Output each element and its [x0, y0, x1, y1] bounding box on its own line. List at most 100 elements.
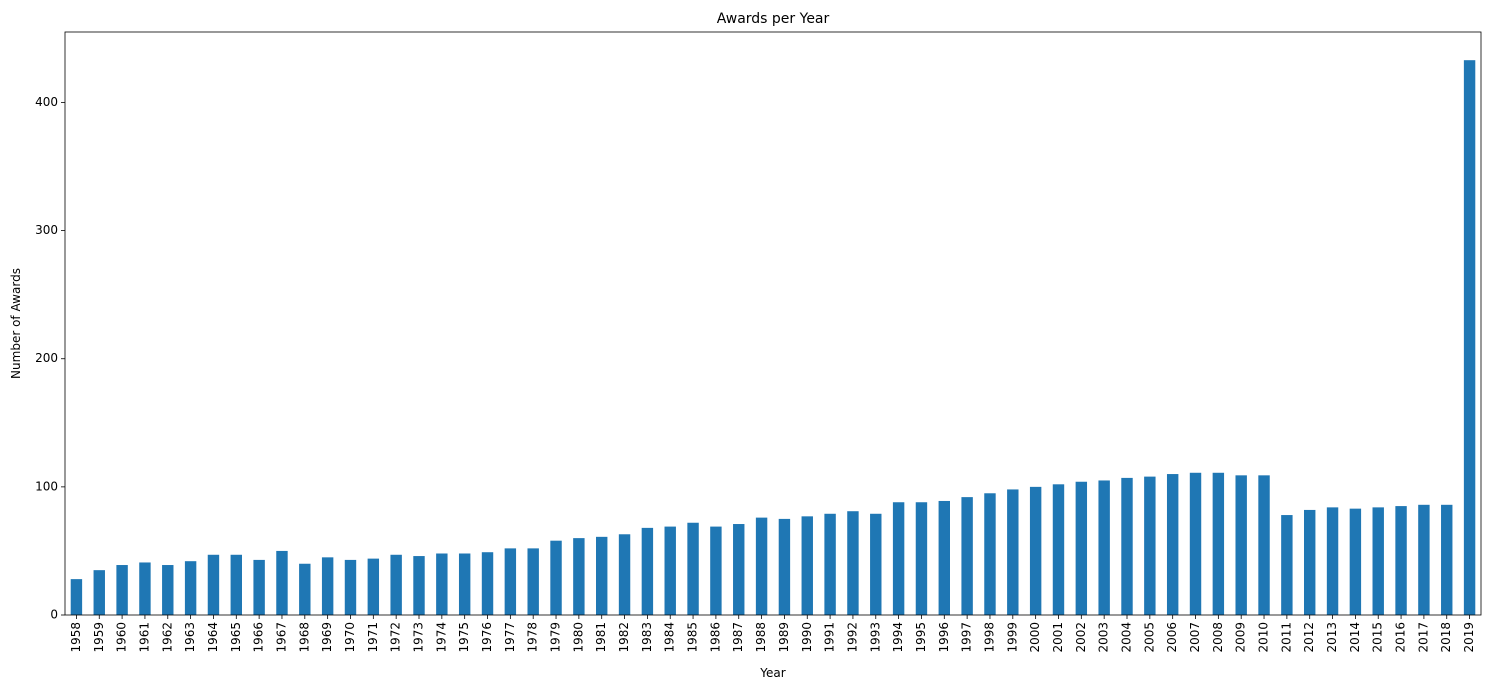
x-tick-label: 1993 [868, 622, 882, 653]
bar-1968 [299, 563, 311, 615]
x-tick-label: 1985 [686, 622, 700, 653]
bar-1959 [93, 570, 105, 615]
bar-1992 [847, 511, 859, 615]
x-tick-label: 2010 [1257, 622, 1271, 653]
bar-1986 [710, 526, 722, 615]
bar-2001 [1052, 484, 1065, 615]
bar-1958 [70, 579, 83, 615]
bar-1984 [664, 526, 676, 615]
bar-1997 [961, 497, 973, 615]
x-tick-label: 2013 [1325, 622, 1339, 653]
x-tick-label: 1963 [183, 622, 197, 653]
x-axis-title: Year [759, 666, 785, 680]
bar-2007 [1189, 472, 1202, 615]
bar-2012 [1304, 509, 1316, 615]
y-axis-ticks: 0 100 200 300 400 [35, 95, 65, 622]
y-tick-label: 0 [50, 608, 58, 622]
plot-frame [64, 31, 1482, 616]
bar-1965 [230, 554, 242, 615]
y-tick-label: 200 [35, 351, 58, 365]
bar-1970 [344, 559, 357, 615]
x-tick-label: 1980 [571, 622, 585, 653]
x-tick-label: 1973 [412, 622, 426, 653]
x-tick-label: 1995 [914, 622, 928, 653]
bar-1960 [116, 565, 128, 615]
bar-1969 [321, 557, 334, 615]
x-tick-label: 1981 [594, 622, 608, 653]
x-tick-label: 2015 [1371, 622, 1385, 653]
bar-1996 [938, 500, 950, 615]
x-tick-label: 2001 [1051, 622, 1065, 653]
x-tick-label: 2009 [1234, 622, 1248, 653]
x-tick-label: 1964 [206, 622, 220, 653]
bar-1976 [481, 552, 494, 615]
x-tick-label: 1983 [640, 622, 654, 653]
bar-1994 [892, 502, 905, 615]
bar-1966 [253, 559, 265, 615]
x-tick-label: 1991 [823, 622, 837, 653]
bar-1990 [801, 516, 813, 615]
bar-1963 [184, 561, 197, 615]
bar-1964 [207, 554, 220, 615]
x-tick-label: 1975 [457, 622, 471, 653]
x-tick-label: 1958 [69, 622, 83, 653]
x-tick-label: 1976 [480, 622, 494, 653]
bar-1993 [870, 513, 882, 615]
bar-2013 [1326, 507, 1339, 615]
bar-2009 [1235, 475, 1247, 615]
x-tick-label: 1986 [708, 622, 722, 653]
x-tick-label: 2005 [1142, 622, 1156, 653]
bar-1981 [596, 536, 608, 615]
x-tick-label: 1970 [343, 622, 357, 653]
bar-1988 [755, 517, 768, 615]
x-tick-label: 1968 [297, 622, 311, 653]
bar-1980 [573, 538, 585, 615]
bar-1973 [413, 556, 425, 615]
x-tick-label: 1998 [982, 622, 996, 653]
x-tick-label: 1987 [731, 622, 745, 653]
x-tick-label: 1996 [937, 622, 951, 653]
bar-1977 [504, 548, 517, 615]
x-tick-label: 2008 [1211, 622, 1225, 653]
x-tick-label: 1992 [845, 622, 859, 653]
y-tick-label: 400 [35, 95, 58, 109]
x-tick-label: 2018 [1439, 622, 1453, 653]
y-tick-label: 100 [35, 479, 58, 493]
x-tick-label: 1977 [503, 622, 517, 653]
x-tick-label: 2000 [1028, 622, 1042, 653]
x-tick-label: 1984 [663, 622, 677, 653]
bar-2005 [1144, 476, 1156, 615]
x-tick-label: 1999 [1005, 622, 1019, 653]
bar-2008 [1212, 472, 1225, 615]
bar-2019 [1463, 60, 1476, 615]
y-axis-title: Number of Awards [9, 268, 23, 379]
x-tick-label: 2002 [1074, 622, 1088, 653]
x-tick-label: 2003 [1097, 622, 1111, 653]
bar-1983 [641, 527, 654, 615]
bar-2010 [1258, 475, 1270, 615]
x-tick-label: 1997 [960, 622, 974, 653]
x-tick-label: 2007 [1188, 622, 1202, 653]
bar-2006 [1166, 474, 1179, 615]
bar-2018 [1441, 504, 1453, 615]
x-tick-label: 1990 [800, 622, 814, 653]
x-tick-label: 1972 [389, 622, 403, 653]
x-tick-label: 2019 [1462, 622, 1476, 653]
x-tick-label: 1967 [274, 622, 288, 653]
bar-1998 [984, 493, 996, 615]
bar-2003 [1098, 480, 1110, 615]
x-tick-label: 1989 [777, 622, 791, 653]
bar-1974 [436, 553, 448, 615]
x-tick-label: 1961 [137, 622, 151, 653]
x-tick-label: 1959 [92, 622, 106, 653]
bar-1987 [733, 524, 745, 615]
bar-1995 [915, 502, 928, 615]
x-axis-ticks: 1958 1959 1960 1961 1962 1963 1964 1965 1966 1967… [69, 615, 1476, 653]
x-tick-label: 2014 [1348, 622, 1362, 653]
bar-1967 [276, 550, 288, 615]
bar-2015 [1372, 507, 1384, 615]
bar-2011 [1281, 515, 1293, 615]
bar-1979 [550, 540, 562, 615]
bar-1971 [367, 558, 380, 615]
